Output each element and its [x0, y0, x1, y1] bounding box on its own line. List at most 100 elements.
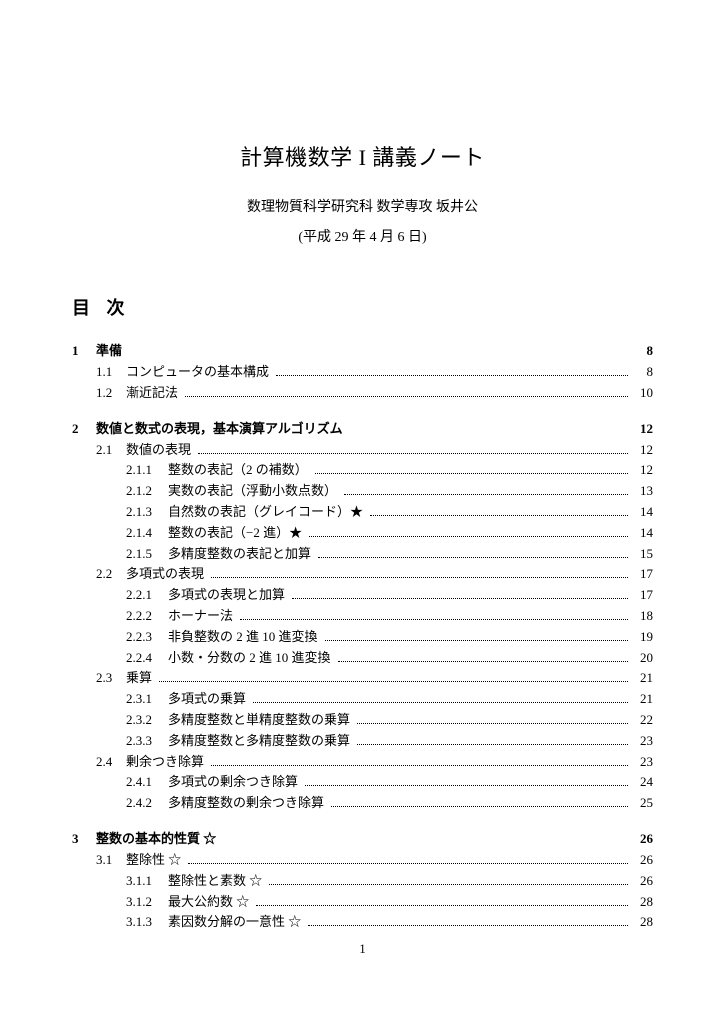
toc-section-number: 1.1 — [96, 362, 126, 383]
toc-subsection-title: 最大公約数 ☆ — [168, 892, 253, 913]
toc-subsection-page: 28 — [631, 912, 653, 933]
toc-subsection-row: 2.2.2ホーナー法18 — [126, 606, 653, 627]
toc-leader-dots — [198, 453, 628, 454]
toc-subsection-number: 2.2.1 — [126, 585, 168, 606]
toc-subsection-page: 13 — [631, 481, 653, 502]
toc-leader-dots — [185, 396, 628, 397]
toc-subsection-page: 19 — [631, 627, 653, 648]
toc-leader-dots — [292, 598, 628, 599]
toc-leader-dots — [370, 515, 628, 516]
toc-section-title: 数値の表現 — [126, 440, 195, 461]
toc-subsection-row: 2.1.3自然数の表記（グレイコード）★14 — [126, 502, 653, 523]
table-of-contents: 1準備81.1コンピュータの基本構成81.2漸近記法102数値と数式の表現，基本… — [72, 340, 653, 933]
toc-subsection-page: 28 — [631, 892, 653, 913]
toc-subsection-number: 2.1.4 — [126, 523, 168, 544]
toc-section-row: 1.1コンピュータの基本構成8 — [96, 362, 653, 383]
toc-leader-dots — [338, 661, 628, 662]
toc-leader-dots — [308, 925, 628, 926]
toc-section-number: 2.1 — [96, 440, 126, 461]
toc-chapter-number: 1 — [72, 343, 96, 359]
toc-subsection-row: 2.4.2多精度整数の剰余つき除算25 — [126, 793, 653, 814]
toc-subsection-title: 多項式の表現と加算 — [168, 585, 289, 606]
toc-subsection-page: 23 — [631, 731, 653, 752]
toc-leader-dots — [344, 494, 628, 495]
toc-section-title: 剰余つき除算 — [126, 752, 208, 773]
document-title: 計算機数学 I 講義ノート — [72, 140, 653, 172]
toc-leader-dots — [159, 681, 628, 682]
toc-chapter-row: 2数値と数式の表現，基本演算アルゴリズム12 — [72, 418, 653, 437]
toc-section-row: 3.1整除性 ☆ 26 — [96, 850, 653, 871]
page: 計算機数学 I 講義ノート 数理物質科学研究科 数学専攻 坂井公 (平成 29 … — [0, 0, 725, 973]
toc-subsection-row: 2.3.3多精度整数と多精度整数の乗算 23 — [126, 731, 653, 752]
toc-subsection-title: 自然数の表記（グレイコード）★ — [168, 502, 367, 523]
toc-section-page: 17 — [631, 564, 653, 585]
toc-subsection-row: 2.3.1多項式の乗算21 — [126, 689, 653, 710]
toc-subsection-number: 2.3.3 — [126, 731, 168, 752]
toc-subsection-title: 多精度整数と多精度整数の乗算 — [168, 731, 354, 752]
toc-subsection-row: 2.2.1多項式の表現と加算 17 — [126, 585, 653, 606]
toc-section-title: 整除性 ☆ — [126, 850, 185, 871]
toc-subsection-title: 小数・分数の 2 進 10 進変換 — [168, 648, 335, 669]
toc-subsection-number: 2.1.5 — [126, 544, 168, 565]
toc-subsection-row: 3.1.2最大公約数 ☆28 — [126, 892, 653, 913]
toc-leader-dots — [315, 473, 628, 474]
toc-subsection-row: 2.1.2実数の表記（浮動小数点数）13 — [126, 481, 653, 502]
toc-section-row: 2.1数値の表現 12 — [96, 440, 653, 461]
toc-leader-dots — [211, 577, 628, 578]
toc-subsection-page: 24 — [631, 772, 653, 793]
toc-section-title: コンピュータの基本構成 — [126, 362, 273, 383]
toc-subsection-title: 多精度整数の表記と加算 — [168, 544, 315, 565]
toc-leader-dots — [253, 702, 628, 703]
toc-subsection-row: 3.1.1整除性と素数 ☆26 — [126, 871, 653, 892]
toc-section-number: 1.2 — [96, 383, 126, 404]
toc-leader-dots — [357, 744, 628, 745]
toc-section-row: 2.2多項式の表現17 — [96, 564, 653, 585]
toc-subsection-page: 26 — [631, 871, 653, 892]
toc-chapter-number: 2 — [72, 421, 96, 437]
toc-section-number: 2.4 — [96, 752, 126, 773]
toc-subsection-title: 素因数分解の一意性 ☆ — [168, 912, 305, 933]
toc-heading: 目 次 — [72, 294, 653, 320]
toc-leader-dots — [325, 640, 628, 641]
toc-chapter-row: 3整数の基本的性質 ☆26 — [72, 828, 653, 847]
toc-section-number: 2.3 — [96, 668, 126, 689]
toc-leader-dots — [357, 723, 628, 724]
toc-section-row: 2.3乗算21 — [96, 668, 653, 689]
toc-leader-dots — [305, 785, 628, 786]
toc-subsection-page: 17 — [631, 585, 653, 606]
toc-section-page: 10 — [631, 383, 653, 404]
toc-subsection-title: 多精度整数の剰余つき除算 — [168, 793, 328, 814]
toc-subsection-row: 2.1.5多精度整数の表記と加算15 — [126, 544, 653, 565]
toc-subsection-title: 実数の表記（浮動小数点数） — [168, 481, 341, 502]
toc-subsection-title: 整数の表記（2 の補数） — [168, 460, 312, 481]
toc-leader-dots — [240, 619, 628, 620]
toc-chapter-title: 数値と数式の表現，基本演算アルゴリズム — [96, 418, 343, 437]
toc-subsection-row: 2.3.2多精度整数と単精度整数の乗算22 — [126, 710, 653, 731]
toc-section-number: 2.2 — [96, 564, 126, 585]
toc-section-page: 12 — [631, 440, 653, 461]
toc-section-page: 26 — [631, 850, 653, 871]
toc-leader-dots — [256, 905, 628, 906]
document-subtitle: 数理物質科学研究科 数学専攻 坂井公 — [72, 196, 653, 216]
toc-subsection-page: 18 — [631, 606, 653, 627]
toc-subsection-number: 2.4.2 — [126, 793, 168, 814]
toc-section-title: 漸近記法 — [126, 383, 182, 404]
toc-chapter-title: 準備 — [96, 340, 122, 359]
toc-section-number: 3.1 — [96, 850, 126, 871]
toc-subsection-row: 2.1.4整数の表記（−2 進）★14 — [126, 523, 653, 544]
toc-subsection-row: 2.2.4小数・分数の 2 進 10 進変換20 — [126, 648, 653, 669]
toc-subsection-page: 22 — [631, 710, 653, 731]
toc-chapter-title: 整数の基本的性質 ☆ — [96, 828, 216, 847]
toc-leader-dots — [276, 375, 628, 376]
toc-subsection-title: 多項式の剰余つき除算 — [168, 772, 302, 793]
toc-subsection-title: 多精度整数と単精度整数の乗算 — [168, 710, 354, 731]
toc-subsection-number: 2.2.2 — [126, 606, 168, 627]
toc-subsection-number: 3.1.1 — [126, 871, 168, 892]
toc-section-row: 2.4剰余つき除算23 — [96, 752, 653, 773]
page-number: 1 — [0, 941, 725, 957]
toc-subsection-title: 整数の表記（−2 進）★ — [168, 523, 306, 544]
toc-subsection-page: 12 — [631, 460, 653, 481]
toc-subsection-number: 2.1.1 — [126, 460, 168, 481]
toc-leader-dots — [331, 806, 628, 807]
toc-subsection-title: 多項式の乗算 — [168, 689, 250, 710]
